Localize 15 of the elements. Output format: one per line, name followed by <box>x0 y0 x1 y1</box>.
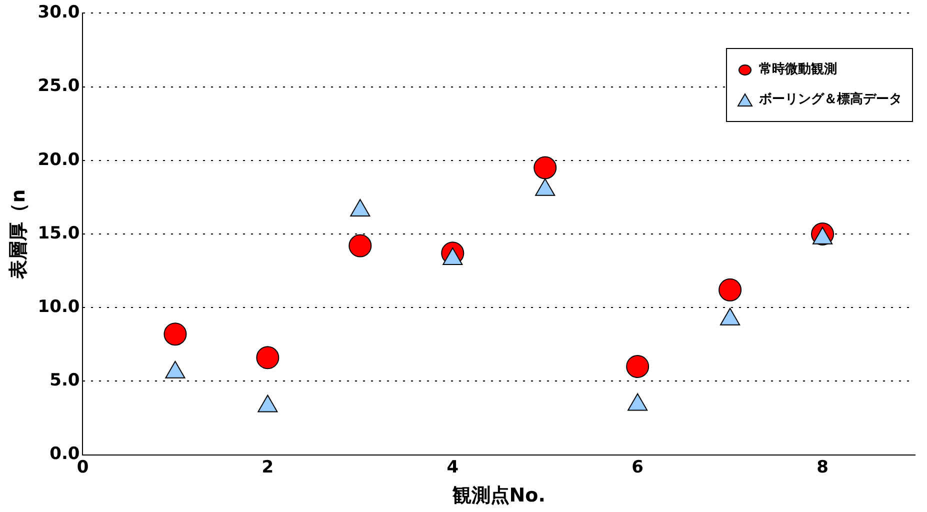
x-axis-title: 観測点No. <box>451 484 546 507</box>
legend-label: 常時微動観測 <box>759 61 837 79</box>
x-tick-label: 2 <box>262 457 274 478</box>
y-tick-label: 10.0 <box>38 297 80 318</box>
x-tick-label: 6 <box>632 457 644 478</box>
y-tick-label: 5.0 <box>50 370 80 391</box>
y-tick-label: 15.0 <box>38 223 80 244</box>
x-tick-label: 4 <box>446 457 459 478</box>
y-tick-label: 30.0 <box>38 2 80 23</box>
x-tick-label: 8 <box>816 457 828 478</box>
y-tick-label: 20.0 <box>38 150 80 170</box>
y-axis-title: 表層厚（n <box>7 189 30 280</box>
legend-label: ボーリング＆標高データ <box>759 90 902 109</box>
y-tick-label: 25.0 <box>38 76 80 96</box>
x-tick-label: 0 <box>76 457 89 478</box>
